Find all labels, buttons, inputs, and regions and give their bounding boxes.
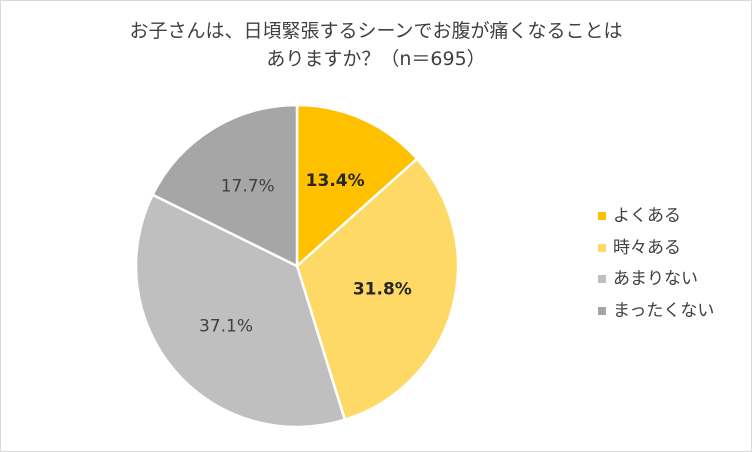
pie-slice-2: [295, 157, 460, 421]
legend-swatch: [598, 243, 606, 252]
legend-label: よくある: [613, 206, 681, 226]
legend-swatch: [598, 275, 606, 283]
pie-slice-1: [295, 103, 419, 268]
legend-label: あまりない: [613, 269, 698, 289]
chart-title-line-2: ありますか？（n＝695）: [266, 48, 486, 70]
legend-label: 時々ある: [613, 237, 681, 258]
data-label-4: 17.7%: [221, 177, 275, 197]
chart-title: お子さんは、日頃緊張するシーンでお腹が痛くなることは ありますか？（n＝695）: [1, 17, 751, 73]
legend-label: まったくない: [613, 300, 715, 321]
chart-title-line-1: お子さんは、日頃緊張するシーンでお腹が痛くなることは: [129, 20, 623, 42]
pie-slice-3: [134, 193, 347, 429]
pie-slice-4: [151, 103, 299, 268]
data-label-1: 13.4%: [306, 171, 365, 191]
legend-swatch: [598, 306, 606, 315]
legend-swatch: [598, 212, 606, 220]
data-label-2: 31.8%: [353, 280, 412, 300]
data-label-3: 37.1%: [199, 317, 253, 337]
